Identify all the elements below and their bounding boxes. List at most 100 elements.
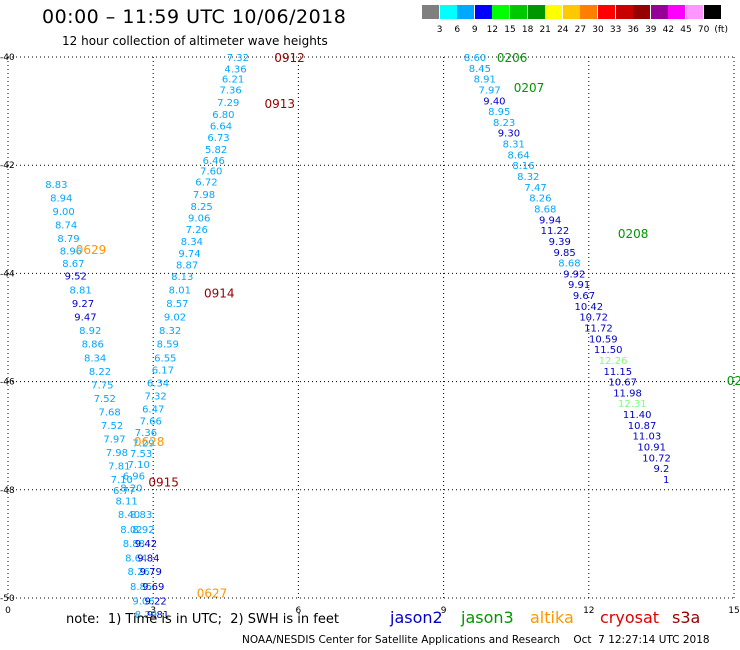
swh-data-label: 8.22 — [89, 367, 111, 378]
swh-data-label: 8.11 — [115, 497, 137, 508]
colorbar-label: (ft) — [714, 25, 728, 35]
swh-data-label: 9.40 — [483, 96, 505, 107]
swh-data-label: 8.68 — [534, 204, 556, 215]
swh-data-label: 8.87 — [176, 261, 198, 272]
swh-data-label: 8.92 — [79, 326, 101, 337]
swh-data-label: 9.27 — [72, 299, 94, 310]
swh-data-label: 11.72 — [584, 324, 613, 335]
swh-data-label: 7.75 — [91, 380, 113, 391]
time-label: 0628 — [134, 435, 165, 449]
swh-data-label: 8.60 — [464, 53, 486, 64]
x-tick-label: 12 — [583, 606, 594, 616]
time-label: 0208 — [618, 227, 649, 241]
colorbar-label: 36 — [627, 25, 639, 35]
colorbar-label: 21 — [539, 25, 551, 35]
colorbar-swatch — [686, 5, 703, 19]
colorbar-label: 3 — [436, 25, 443, 35]
swh-data-label: 8.83 — [45, 180, 67, 191]
colorbar-swatch — [545, 5, 563, 19]
satellite-jason3: jason3 — [461, 608, 514, 627]
colorbar-swatch — [668, 5, 686, 19]
swh-data-label: 8.26 — [529, 194, 551, 205]
colorbar-label: 15 — [504, 25, 516, 35]
swh-data-label: 9.47 — [74, 313, 96, 324]
swh-data-label: 9.84 — [137, 553, 159, 564]
swh-data-label: 8.02 — [120, 525, 142, 536]
swh-data-label: 7.53 — [130, 449, 152, 460]
colorbar-label: 33 — [609, 25, 622, 35]
swh-data-label: 6.46 — [203, 156, 225, 167]
swh-data-label: 6.55 — [154, 353, 176, 364]
swh-data-label: 7.29 — [132, 439, 154, 450]
swh-data-label: 8.32 — [517, 172, 539, 183]
footer-credit: NOAA/NESDIS Center for Satellite Applica… — [242, 634, 710, 646]
colorbar-swatch — [439, 5, 457, 19]
swh-data-label: 8.85 — [130, 582, 152, 593]
colorbar-swatch — [474, 5, 492, 19]
swh-data-label: 10.67 — [608, 378, 637, 389]
swh-data-label: 10.87 — [628, 421, 657, 432]
swh-data-label: 8.31 — [503, 140, 525, 151]
swh-data-label: 8.96 — [60, 247, 82, 258]
swh-data-label: 11.03 — [633, 432, 662, 443]
y-tick-label: -46 — [0, 378, 15, 388]
colorbar-label: 6 — [454, 25, 461, 35]
swh-data-label: 8.34 — [181, 237, 203, 248]
swh-data-label: 8.74 — [55, 221, 77, 232]
swh-data-label: 8.13 — [171, 272, 193, 283]
swh-data-label: 8.67 — [62, 259, 84, 270]
colorbar-swatch — [598, 5, 615, 19]
swh-data-label: 9.2 — [653, 464, 669, 475]
swh-data-label: 8.79 — [57, 234, 79, 245]
swh-data-label: 7.68 — [99, 407, 121, 418]
colorbar-label: 24 — [557, 25, 569, 35]
swh-data-label: 12.31 — [618, 399, 647, 410]
swh-data-label: 11.98 — [613, 388, 642, 399]
swh-data-label: 7.97 — [478, 85, 500, 96]
swh-data-label: 7.60 — [200, 167, 222, 178]
time-label: 0915 — [148, 476, 179, 490]
swh-data-label: 9.39 — [549, 237, 571, 248]
swh-data-label: 8.59 — [157, 340, 179, 351]
colorbar-label: 39 — [645, 25, 657, 35]
swh-data-label: 8.81 — [69, 286, 91, 297]
swh-data-label: 9.85 — [553, 248, 575, 259]
swh-data-label: 10.72 — [642, 453, 671, 464]
swh-data-label: 7.98 — [106, 448, 128, 459]
x-tick-label: 9 — [441, 606, 447, 616]
x-tick-label: 3 — [150, 606, 156, 616]
swh-data-label: 8.40 — [118, 510, 140, 521]
swh-data-label: 8.29 — [135, 610, 157, 621]
y-tick-label: -50 — [0, 594, 15, 604]
swh-data-label: 9.69 — [142, 582, 164, 593]
satellite-s3a: s3a — [672, 608, 701, 627]
swh-data-label: 11.22 — [541, 226, 570, 237]
swh-data-label: 6.17 — [152, 366, 174, 377]
swh-data-label: 9.67 — [573, 291, 595, 302]
colorbar-swatch — [703, 5, 721, 19]
swh-data-label: 9.91 — [568, 280, 590, 291]
swh-data-label: 7.52 — [101, 421, 123, 432]
chart-subtitle: 12 hour collection of altimeter wave hei… — [62, 34, 328, 48]
swh-data-label: 7.36 — [135, 428, 157, 439]
colorbar-swatch — [650, 5, 668, 19]
satellite-altika: altika — [530, 608, 574, 627]
time-label: 0627 — [197, 587, 228, 601]
swh-data-label: 8.57 — [166, 299, 188, 310]
swh-data-label: 8.34 — [84, 353, 106, 364]
swh-data-label: 8.86 — [82, 340, 104, 351]
swh-data-label: 9.22 — [144, 597, 166, 608]
swh-data-label: 8.01 — [169, 286, 191, 297]
swh-data-label: 6.96 — [123, 472, 145, 483]
swh-data-label: 9.42 — [135, 539, 157, 550]
swh-data-label: 10.59 — [589, 334, 618, 345]
swh-data-label: 7.98 — [193, 190, 215, 201]
swh-data-label: 8.23 — [493, 118, 515, 129]
swh-data-label: 7.47 — [524, 183, 546, 194]
swh-data-label: 9.02 — [164, 313, 186, 324]
swh-data-label: 10.72 — [579, 313, 608, 324]
swh-data-label: 12.26 — [599, 356, 628, 367]
colorbar-label: 9 — [471, 25, 478, 35]
swh-data-label: 9.74 — [178, 249, 200, 260]
